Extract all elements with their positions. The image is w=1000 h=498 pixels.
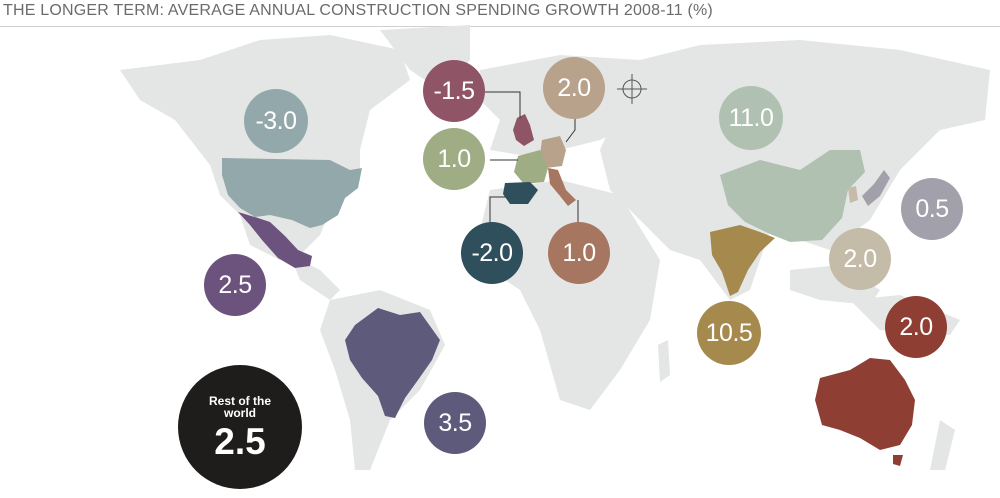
- country-germany[interactable]: [540, 136, 566, 168]
- bubble-brazil: 3.5: [424, 392, 486, 454]
- bubble-germany: 2.0: [543, 57, 605, 119]
- country-china[interactable]: [720, 150, 865, 242]
- bubble-spain: -2.0: [461, 222, 523, 284]
- country-italy[interactable]: [548, 168, 576, 206]
- country-france[interactable]: [514, 150, 548, 184]
- country-uk[interactable]: [513, 114, 534, 146]
- bubble-india: 10.5: [697, 301, 761, 365]
- country-tasmania[interactable]: [893, 455, 903, 466]
- country-india[interactable]: [710, 225, 775, 296]
- rest-of-world-value: 2.5: [214, 421, 266, 462]
- bubble-rest-of-world: Rest of the world 2.5: [178, 365, 302, 489]
- bubble-us: -3.0: [244, 89, 308, 153]
- country-spain[interactable]: [503, 182, 538, 204]
- leader-lines: [485, 91, 579, 222]
- bubble-uk: -1.5: [423, 60, 485, 122]
- bubble-italy: 1.0: [548, 222, 610, 284]
- country-brazil[interactable]: [345, 308, 440, 418]
- bubble-mexico: 2.5: [204, 254, 266, 316]
- country-australia[interactable]: [815, 358, 915, 450]
- bubble-australia: 2.0: [885, 296, 947, 358]
- map-title: THE LONGER TERM: AVERAGE ANNUAL CONSTRUC…: [3, 2, 713, 19]
- crosshair-icon: [617, 74, 647, 104]
- bubble-south-korea: 2.0: [829, 228, 891, 290]
- country-japan[interactable]: [862, 170, 890, 206]
- bubble-japan: 0.5: [901, 178, 963, 240]
- country-south-korea[interactable]: [848, 186, 858, 203]
- bubble-china: 11.0: [719, 86, 783, 150]
- title-divider: [0, 26, 1000, 27]
- country-mexico[interactable]: [238, 212, 312, 268]
- rest-of-world-label: Rest of the world: [208, 394, 271, 420]
- bubble-france: 1.0: [423, 128, 485, 190]
- country-us[interactable]: [222, 158, 362, 228]
